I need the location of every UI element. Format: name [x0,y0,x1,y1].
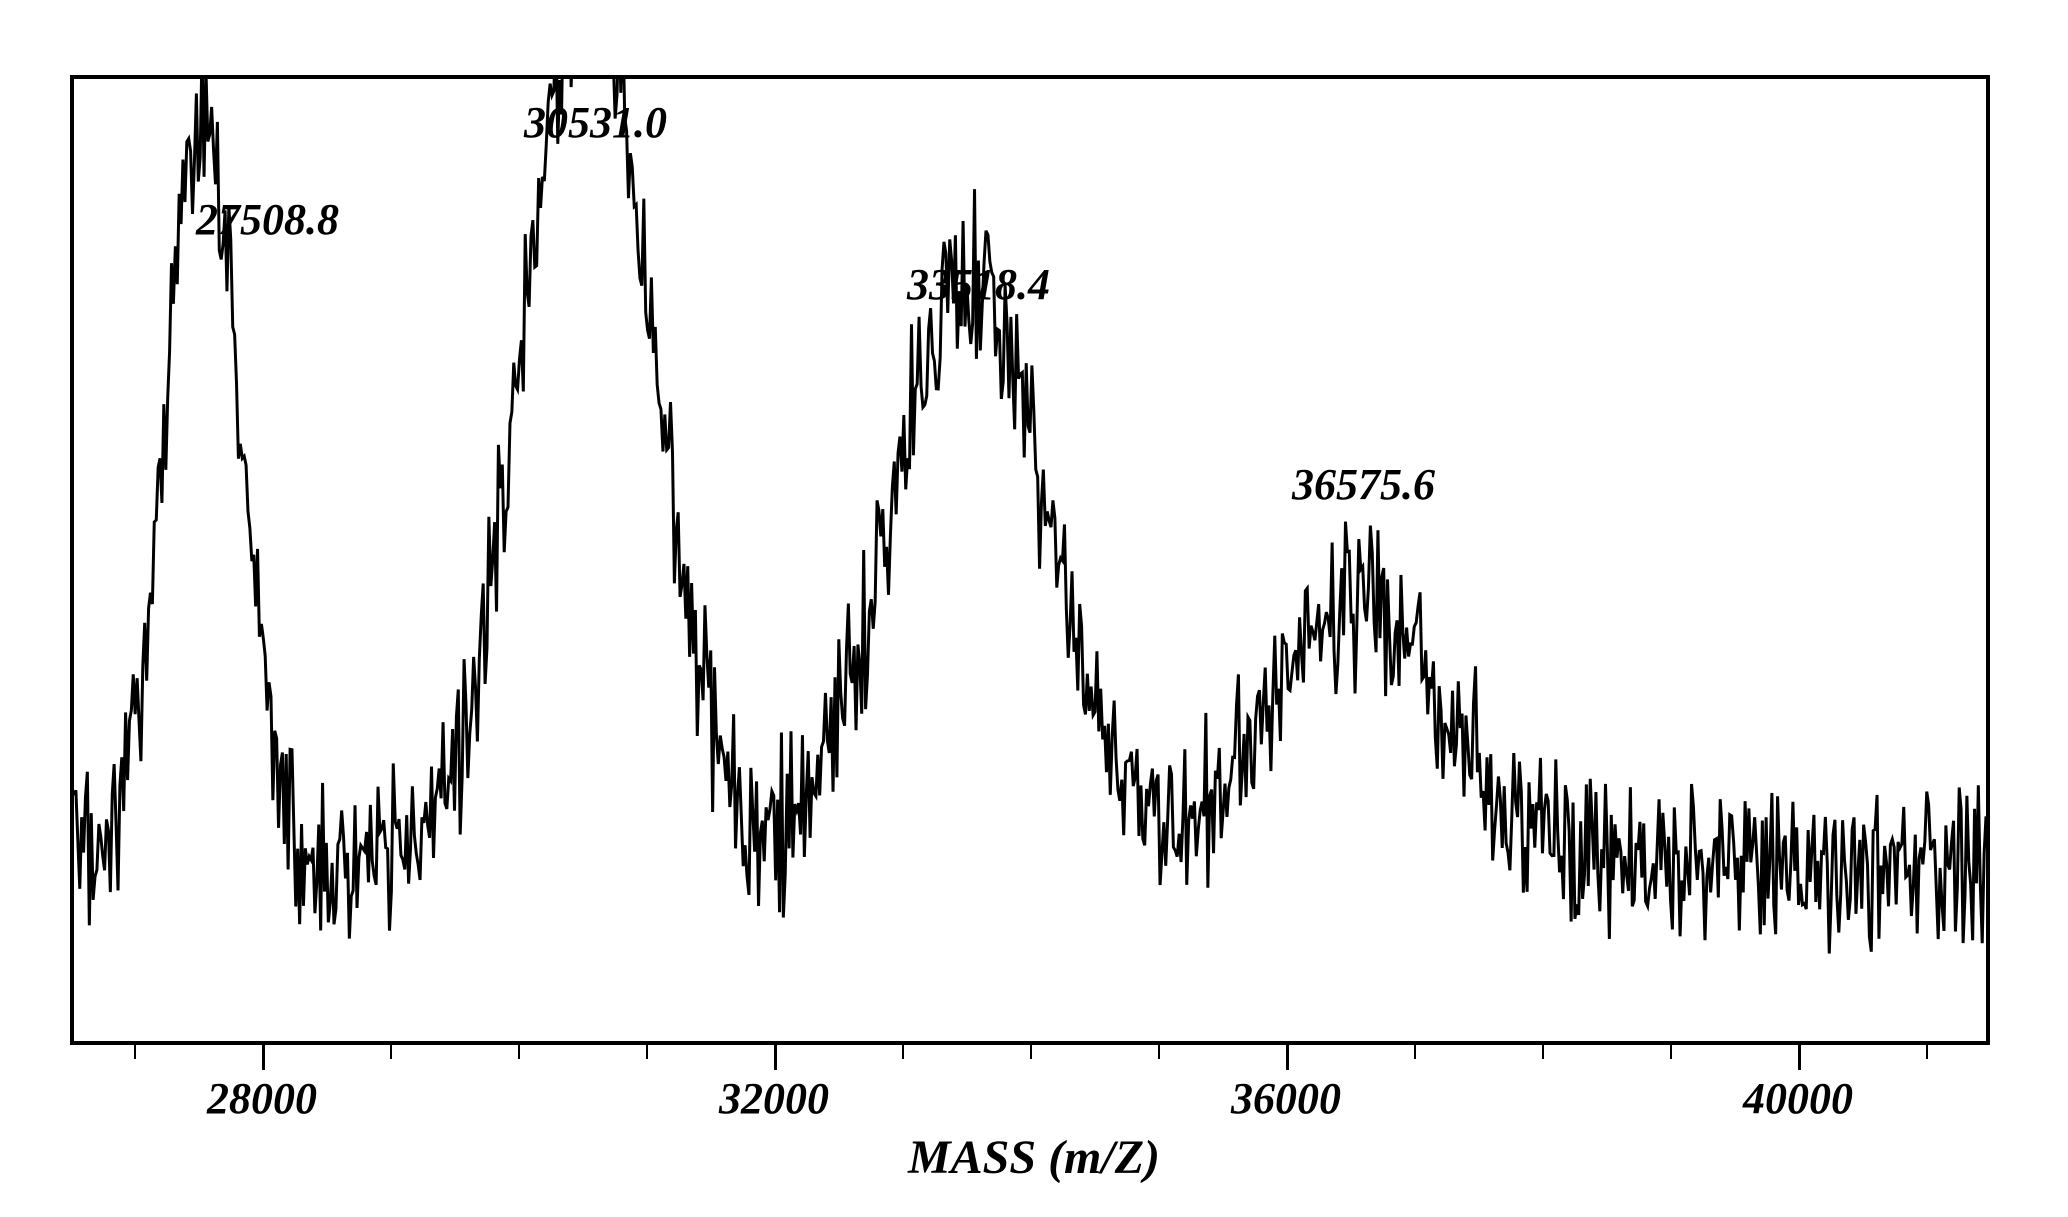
x-tick [262,1045,265,1070]
x-tick-minor [1670,1045,1672,1059]
x-tick-minor [390,1045,392,1059]
x-tick [1798,1045,1801,1070]
x-axis-label: MASS (m/Z) [908,1130,1160,1185]
chart-frame: 27508.8 30531.0 33518.4 36575.6 [70,75,1990,1045]
x-tick-minor [134,1045,136,1059]
x-tick-label: 40000 [1743,1073,1853,1124]
x-tick-minor [1542,1045,1544,1059]
x-tick-minor [902,1045,904,1059]
x-tick-label: 28000 [207,1073,317,1124]
x-tick [1286,1045,1289,1070]
x-tick-minor [1158,1045,1160,1059]
peak-label-1: 27508.8 [196,194,339,245]
x-tick-label: 36000 [1231,1073,1341,1124]
x-tick [774,1045,777,1070]
x-tick-minor [646,1045,648,1059]
x-tick-minor [1414,1045,1416,1059]
x-tick-minor [518,1045,520,1059]
peak-label-4: 36575.6 [1292,459,1435,510]
peak-label-2: 30531.0 [524,97,667,148]
spectrum-plot [74,79,1986,1041]
x-axis: 28000320003600040000 [70,1045,1990,1105]
peak-label-3: 33518.4 [907,259,1050,310]
x-tick-minor [1926,1045,1928,1059]
x-tick-label: 32000 [719,1073,829,1124]
x-tick-minor [1030,1045,1032,1059]
